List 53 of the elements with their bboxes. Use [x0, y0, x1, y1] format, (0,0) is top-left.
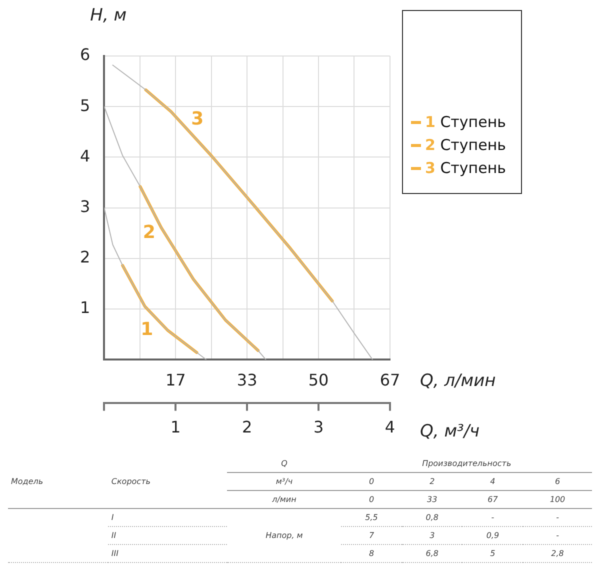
legend-label: 2 Ступень	[424, 135, 507, 156]
x-tick-label: 17	[165, 370, 186, 390]
x-tick-label: 33	[236, 370, 258, 390]
x-tick-label: 50	[308, 370, 329, 390]
y-axis-title: H, м	[90, 5, 127, 26]
y-tick-label: 3	[80, 196, 90, 216]
text: 2	[402, 472, 462, 490]
annotation: 2	[142, 222, 156, 244]
y-tick-label: 4	[80, 146, 90, 166]
text: Модель	[8, 455, 108, 508]
text: II	[108, 526, 228, 544]
text: -	[523, 526, 592, 544]
annotation: 3	[191, 108, 204, 130]
text: 0,8	[402, 508, 462, 526]
text: м³/ч	[227, 472, 342, 490]
text: 0,9	[462, 526, 524, 544]
text: 8	[341, 544, 402, 562]
text: 4	[462, 472, 524, 490]
x2-tick-label: 1	[170, 418, 181, 437]
x2-axis-title: Q, м³/ч	[420, 421, 480, 442]
text: Q	[227, 455, 342, 472]
text: Производительность	[341, 455, 592, 472]
x2-tick-label: 2	[242, 418, 252, 437]
text: л/мин	[227, 490, 342, 508]
x-axis-title: Q, л/мин	[420, 371, 496, 392]
legend-label: 1 Ступень	[424, 112, 507, 133]
text: 5	[462, 544, 524, 562]
text: 33	[402, 490, 462, 508]
text: -	[523, 508, 592, 526]
text: 0	[341, 490, 402, 508]
y-tick-label: 2	[80, 248, 90, 267]
annotation: 1	[140, 319, 154, 340]
text: III	[108, 544, 228, 562]
y-tick-label: 6	[80, 45, 90, 64]
text: 0	[341, 472, 402, 490]
text: Скорость	[108, 455, 228, 508]
x-tick-label: 67	[380, 370, 400, 390]
text: I	[108, 508, 228, 526]
text: 5,5	[341, 508, 402, 526]
text: 2,8	[523, 544, 592, 562]
text: 6	[523, 472, 592, 490]
text: 100	[523, 490, 592, 508]
text: Напор, м	[227, 508, 342, 562]
text: 6,8	[402, 544, 462, 562]
legend-label: 3 Ступень	[424, 158, 507, 179]
text: -	[462, 508, 524, 526]
y-tick-label: 5	[80, 96, 90, 115]
x2-tick-label: 4	[384, 418, 396, 437]
text: 67	[462, 490, 524, 508]
y-tick-label: 1	[80, 298, 90, 318]
text: 7	[341, 526, 402, 544]
text: 3	[402, 526, 462, 544]
x2-tick-label: 3	[313, 418, 324, 437]
